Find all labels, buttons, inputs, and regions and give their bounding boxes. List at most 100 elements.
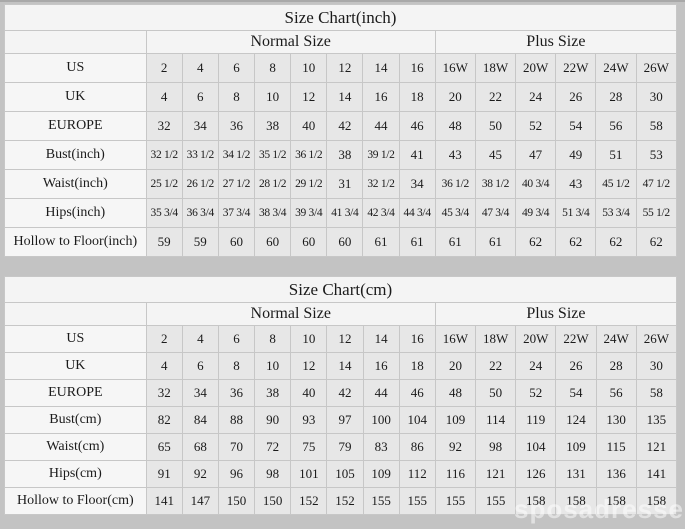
size-cell: 45 3/4 bbox=[434, 198, 476, 228]
size-cell: 155 bbox=[434, 487, 477, 515]
size-cell: 20 bbox=[434, 352, 477, 380]
size-cell: 20W bbox=[515, 53, 557, 83]
size-cell: 22 bbox=[474, 82, 517, 112]
size-cell: 14 bbox=[362, 53, 400, 83]
size-cell: 24W bbox=[595, 325, 637, 353]
size-cell: 50 bbox=[474, 111, 517, 141]
size-cell: 54 bbox=[555, 111, 597, 141]
size-cell: 4 bbox=[181, 325, 219, 353]
size-cell: 109 bbox=[555, 433, 597, 461]
size-cell: 126 bbox=[515, 460, 557, 488]
size-cell: 79 bbox=[326, 433, 364, 461]
size-cell: 18W bbox=[474, 53, 517, 83]
size-cell: 8 bbox=[217, 82, 256, 112]
table-row: Bust(cm) 82 84 88 90 93 97 100 104 109 114 119 124 13… bbox=[4, 406, 678, 434]
size-cell: 37 3/4 bbox=[217, 198, 256, 228]
size-cell: 41 bbox=[398, 140, 436, 170]
size-cell: 16W bbox=[434, 53, 476, 83]
size-cell: 38 bbox=[254, 111, 292, 141]
size-cell: 16 bbox=[362, 352, 400, 380]
table-row: Bust(inch) 32 1/2 33 1/2 34 1/2 35 1/2 36 1/2… bbox=[4, 140, 677, 170]
size-cell: 10 bbox=[290, 53, 328, 83]
size-cell: 12 bbox=[290, 352, 328, 380]
table-row: Hollow to Floor(cm) 141 147 150 150 152 152 155… bbox=[4, 487, 678, 515]
size-cell: 38 bbox=[254, 379, 292, 407]
size-cell: 47 1/2 bbox=[635, 169, 677, 199]
size-chart-cm-table: Size Chart(cm) Normal Size Plus Size US 2 4 6 8… bbox=[4, 276, 678, 515]
size-cell: 131 bbox=[555, 460, 597, 488]
table-title: Size Chart(inch) bbox=[4, 4, 677, 31]
size-cell: 116 bbox=[434, 460, 477, 488]
row-label: Hips(cm) bbox=[4, 460, 147, 488]
row-label: EUROPE bbox=[4, 379, 147, 407]
size-cell: 150 bbox=[254, 487, 292, 515]
size-cell: 32 1/2 bbox=[362, 169, 400, 199]
row-label: Hollow to Floor(cm) bbox=[4, 487, 147, 515]
size-cell: 50 bbox=[475, 379, 517, 407]
row-label: UK bbox=[4, 352, 147, 380]
size-cell: 36 3/4 bbox=[181, 198, 219, 228]
size-cell: 158 bbox=[515, 487, 557, 515]
size-cell: 52 bbox=[515, 379, 557, 407]
size-cell: 44 bbox=[362, 111, 400, 141]
row-label: US bbox=[4, 53, 147, 83]
size-cell: 42 bbox=[326, 379, 364, 407]
size-cell: 124 bbox=[555, 406, 597, 434]
size-cell: 16 bbox=[398, 53, 436, 83]
size-cell: 152 bbox=[326, 487, 364, 515]
size-cell: 60 bbox=[254, 227, 292, 257]
size-cell: 61 bbox=[434, 227, 476, 257]
size-cell: 91 bbox=[145, 460, 183, 488]
size-cell: 53 3/4 bbox=[595, 198, 637, 228]
size-cell: 56 bbox=[595, 379, 637, 407]
size-cell: 82 bbox=[145, 406, 183, 434]
size-cell: 33 1/2 bbox=[181, 140, 219, 170]
table-title: Size Chart(cm) bbox=[4, 276, 677, 303]
size-cell: 45 1/2 bbox=[595, 169, 637, 199]
size-cell: 12 bbox=[326, 53, 364, 83]
size-cell: 92 bbox=[434, 433, 477, 461]
size-cell: 34 1/2 bbox=[217, 140, 256, 170]
size-cell: 46 bbox=[398, 379, 436, 407]
size-cell: 136 bbox=[595, 460, 637, 488]
size-cell: 6 bbox=[181, 82, 219, 112]
size-cell: 30 bbox=[635, 82, 677, 112]
row-label: Bust(cm) bbox=[4, 406, 147, 434]
size-cell: 16 bbox=[398, 325, 436, 353]
size-cell: 48 bbox=[434, 379, 477, 407]
size-cell: 158 bbox=[635, 487, 678, 515]
size-cell: 58 bbox=[635, 379, 678, 407]
group-header-row: Normal Size Plus Size bbox=[4, 30, 678, 54]
group-header-row: Normal Size Plus Size bbox=[4, 302, 678, 326]
size-cell: 48 bbox=[434, 111, 476, 141]
row-label: EUROPE bbox=[4, 111, 147, 141]
size-cell: 65 bbox=[145, 433, 183, 461]
size-cell: 42 bbox=[326, 111, 364, 141]
size-cell: 6 bbox=[217, 53, 256, 83]
size-cell: 39 1/2 bbox=[362, 140, 400, 170]
size-cell: 14 bbox=[326, 82, 364, 112]
size-cell: 49 3/4 bbox=[515, 198, 557, 228]
table-row: Waist(inch) 25 1/2 26 1/2 27 1/2 28 1/2 29 1/… bbox=[4, 169, 677, 199]
size-cell: 28 1/2 bbox=[254, 169, 292, 199]
size-cell: 58 bbox=[635, 111, 677, 141]
size-cell: 38 bbox=[326, 140, 364, 170]
row-label: Waist(inch) bbox=[4, 169, 147, 199]
size-cell: 121 bbox=[475, 460, 517, 488]
size-cell: 109 bbox=[362, 460, 400, 488]
size-cell: 39 3/4 bbox=[290, 198, 328, 228]
size-cell: 24 bbox=[515, 352, 557, 380]
size-cell: 52 bbox=[515, 111, 557, 141]
size-cell: 27 1/2 bbox=[217, 169, 256, 199]
size-cell: 26 bbox=[555, 82, 597, 112]
size-cell: 100 bbox=[362, 406, 400, 434]
size-cell: 114 bbox=[475, 406, 517, 434]
size-cell: 36 bbox=[217, 379, 256, 407]
group-header-plus-size: Plus Size bbox=[434, 302, 678, 326]
size-cell: 105 bbox=[326, 460, 364, 488]
row-label: Hips(inch) bbox=[4, 198, 147, 228]
size-cell: 62 bbox=[515, 227, 557, 257]
size-cell: 61 bbox=[474, 227, 517, 257]
size-cell: 6 bbox=[181, 352, 219, 380]
size-cell: 10 bbox=[254, 82, 292, 112]
